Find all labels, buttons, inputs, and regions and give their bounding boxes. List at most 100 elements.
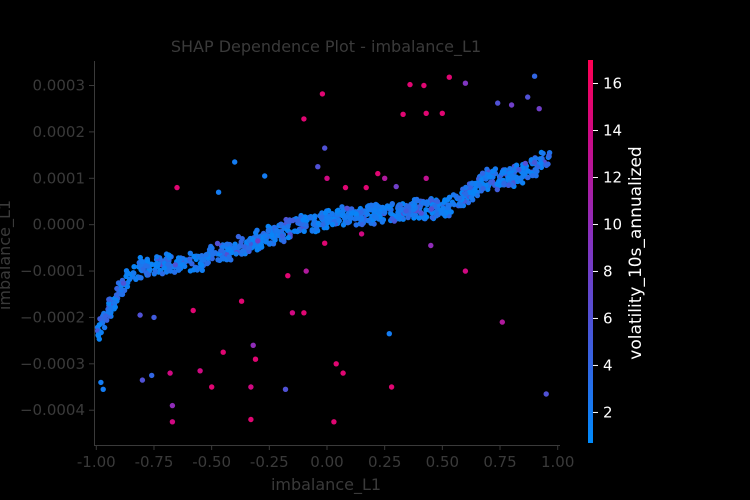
scatter-point xyxy=(428,242,434,249)
scatter-point xyxy=(363,184,369,191)
y-tick-label: 0.0000 xyxy=(33,216,86,234)
scatter-point xyxy=(348,210,355,217)
scatter-point xyxy=(324,224,330,231)
scatter-point xyxy=(218,248,224,254)
scatter-point xyxy=(215,257,221,263)
scatter-point xyxy=(118,287,124,293)
scatter-point xyxy=(106,308,112,314)
scatter-point xyxy=(285,273,291,279)
scatter-point xyxy=(463,184,469,191)
scatter-point xyxy=(373,215,379,221)
scatter-point xyxy=(174,184,180,191)
scatter-point xyxy=(508,102,515,108)
scatter-point xyxy=(517,178,524,184)
scatter-point xyxy=(478,177,485,183)
scatter-point xyxy=(403,208,409,214)
scatter-point xyxy=(232,159,238,165)
scatter-point xyxy=(456,195,463,201)
scatter-point xyxy=(499,319,505,325)
colorbar xyxy=(588,60,593,443)
scatter-point xyxy=(462,80,469,86)
scatter-point xyxy=(358,209,364,215)
scatter-point xyxy=(248,384,254,390)
scatter-point xyxy=(513,162,520,168)
scatter-point xyxy=(106,296,112,303)
scatter-point xyxy=(151,314,157,321)
scatter-point xyxy=(187,256,193,262)
scatter-points xyxy=(94,73,553,425)
scatter-point xyxy=(382,175,388,181)
scatter-point xyxy=(320,221,326,228)
scatter-point xyxy=(531,159,538,166)
scatter-point xyxy=(448,209,454,215)
scatter-point xyxy=(289,310,296,316)
scatter-point xyxy=(100,386,106,392)
x-tick-label: -0.25 xyxy=(250,453,289,471)
colorbar-tick-label: 2 xyxy=(603,403,613,421)
scatter-point xyxy=(318,214,325,221)
scatter-point xyxy=(472,188,478,194)
scatter-point xyxy=(536,106,542,112)
scatter-point xyxy=(311,221,317,228)
y-tick-label: 0.0001 xyxy=(33,169,86,187)
x-tick-label: 0.75 xyxy=(483,453,516,471)
scatter-point xyxy=(220,349,226,355)
scatter-point xyxy=(139,258,145,265)
scatter-point xyxy=(319,91,326,97)
colorbar-tick-label: 12 xyxy=(603,168,622,186)
x-axis-ticks: -1.00 -0.75 -0.50 -0.25 0.00 0.25 0.50 0.75 1.00 xyxy=(77,445,574,471)
scatter-point xyxy=(236,244,242,250)
scatter-point xyxy=(295,218,301,224)
scatter-point xyxy=(239,248,246,254)
scatter-point xyxy=(199,267,205,273)
scatter-point xyxy=(239,236,245,242)
scatter-point xyxy=(490,168,496,174)
scatter-point xyxy=(359,215,365,221)
scatter-point xyxy=(139,377,146,383)
scatter-point xyxy=(285,234,292,241)
scatter-point xyxy=(329,221,336,228)
y-axis-label: imbalance_L1 xyxy=(0,200,15,310)
colorbar-ticks: 2 4 6 8 10 12 14 16 xyxy=(593,74,622,421)
scatter-point xyxy=(329,211,335,217)
x-tick-label: 0.00 xyxy=(310,453,343,471)
scatter-point xyxy=(307,215,314,221)
scatter-point xyxy=(322,240,328,246)
scatter-point xyxy=(203,252,209,258)
scatter-point xyxy=(540,150,546,157)
scatter-point xyxy=(354,211,360,217)
scatter-point xyxy=(386,331,392,337)
scatter-point xyxy=(315,164,321,170)
scatter-point xyxy=(479,170,486,176)
scatter-point xyxy=(355,215,361,221)
scatter-point xyxy=(172,262,178,268)
scatter-point xyxy=(505,175,511,181)
scatter-point xyxy=(451,201,457,208)
scatter-point xyxy=(248,416,254,423)
scatter-point xyxy=(505,182,512,188)
plot-area: -1.00 -0.75 -0.50 -0.25 0.00 0.25 0.50 0.75 1.00… xyxy=(20,61,574,471)
scatter-point xyxy=(137,312,143,318)
scatter-point xyxy=(400,111,406,118)
scatter-point xyxy=(214,240,221,247)
scatter-point xyxy=(209,384,215,390)
scatter-point xyxy=(282,386,289,392)
scatter-point xyxy=(439,110,445,117)
scatter-point xyxy=(113,292,120,298)
colorbar-tick-label: 6 xyxy=(603,309,613,327)
scatter-point xyxy=(537,156,543,162)
scatter-point xyxy=(333,361,339,367)
scatter-point xyxy=(382,209,388,215)
scatter-point xyxy=(279,233,286,239)
scatter-point xyxy=(501,180,507,186)
scatter-point xyxy=(131,270,137,276)
scatter-point xyxy=(102,313,109,319)
scatter-point xyxy=(226,254,232,260)
scatter-point xyxy=(485,186,491,193)
scatter-point xyxy=(143,263,149,269)
scatter-point xyxy=(520,170,526,176)
scatter-point xyxy=(342,184,349,191)
scatter-point xyxy=(345,220,351,226)
scatter-point xyxy=(125,270,131,276)
scatter-point xyxy=(507,166,513,172)
